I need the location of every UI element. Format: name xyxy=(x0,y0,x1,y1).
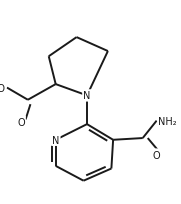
Text: N: N xyxy=(52,135,59,145)
Text: HO: HO xyxy=(0,83,5,93)
Text: N: N xyxy=(83,91,91,101)
Text: O: O xyxy=(153,150,160,160)
Text: NH₂: NH₂ xyxy=(158,116,177,126)
Text: O: O xyxy=(17,117,25,127)
